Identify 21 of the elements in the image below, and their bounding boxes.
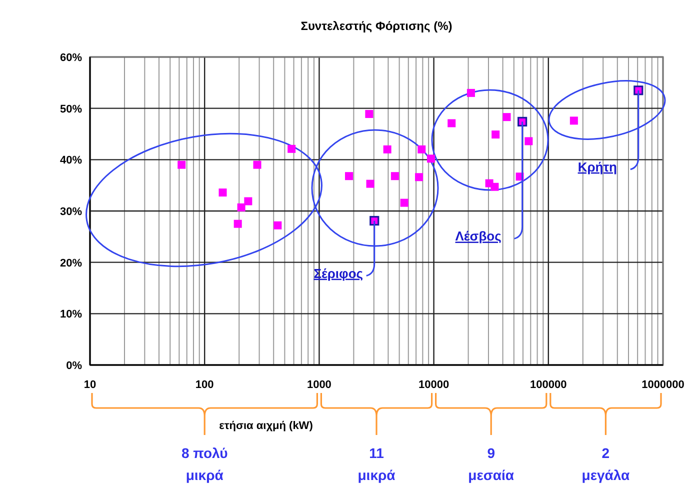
text: 11 μικρά — [358, 445, 396, 483]
y-tick-label: 50% — [60, 103, 82, 116]
y-tick-label: 40% — [60, 154, 82, 167]
y-tick-label: 60% — [60, 52, 82, 64]
y-tick-label: 30% — [60, 206, 82, 218]
chart-title: Συντελεστής Φόρτισης (%) — [300, 19, 452, 33]
x-tick-label: 1000000 — [642, 379, 684, 391]
x-axis-title: ετήσια αιχμή (kW) — [219, 420, 314, 432]
text: 2 μεγάλα — [582, 445, 630, 483]
x-tick-label: 1000 — [306, 379, 332, 391]
y-tick-label: 10% — [60, 308, 82, 321]
x-tick-label: 100000 — [530, 379, 567, 391]
annotation: Λέσβος — [455, 228, 502, 244]
text: 9 μεσαία — [468, 445, 514, 483]
x-tick-label: 10 — [84, 379, 96, 391]
annotation: Κρήτη — [578, 159, 618, 174]
y-tick-label: 0% — [66, 360, 82, 372]
x-tick-label: 100 — [195, 379, 214, 391]
x-tick-label: 10000 — [418, 379, 450, 391]
y-tick-label: 20% — [60, 257, 82, 270]
text: 8 πολύ μικρά — [181, 445, 228, 483]
